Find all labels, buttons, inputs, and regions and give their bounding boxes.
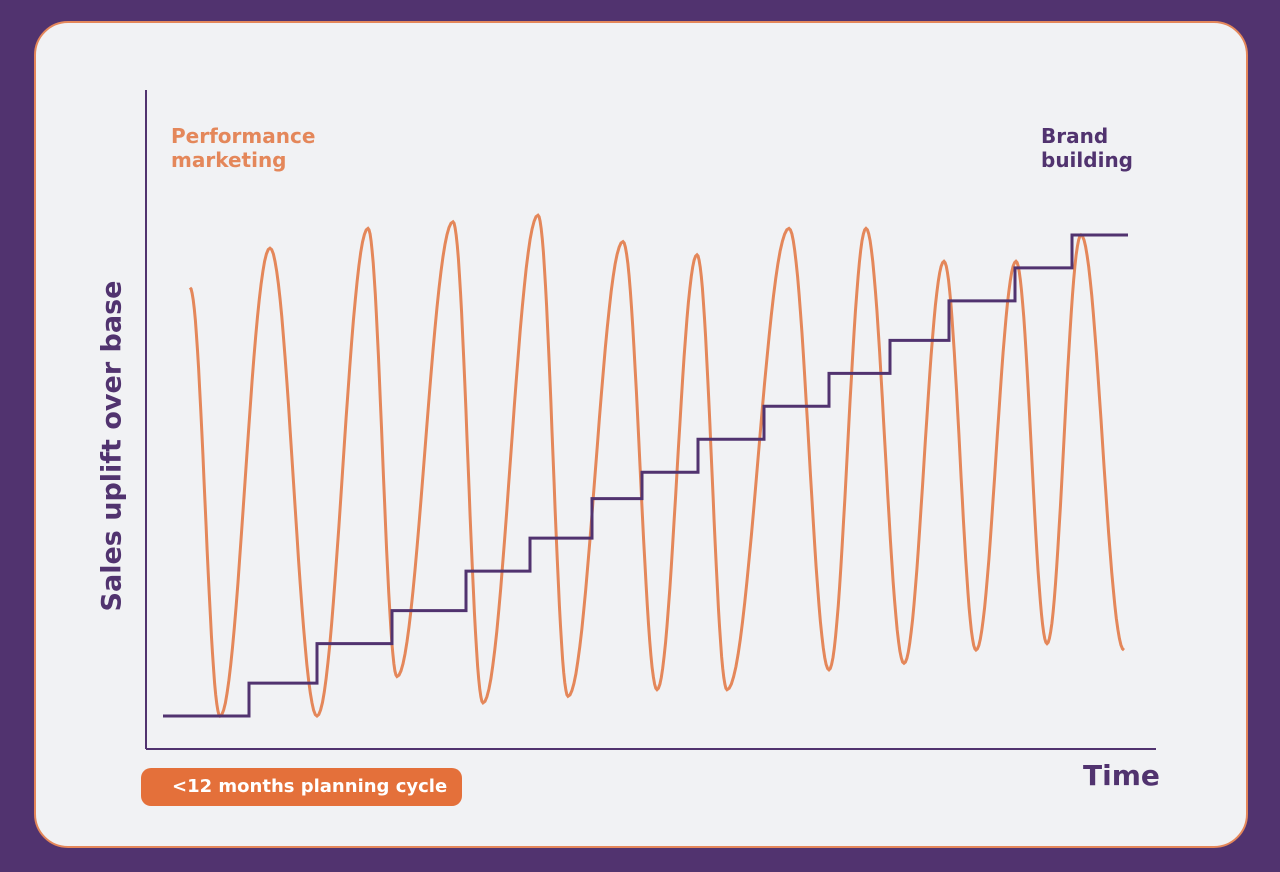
- brand-building-step-line: [163, 233, 1128, 718]
- performance-marketing-line: [188, 213, 1125, 719]
- y-axis-label: Sales uplift over base: [96, 280, 128, 612]
- x-axis-label: Time: [1083, 759, 1160, 792]
- chart-panel: [34, 21, 1248, 848]
- brand-building-label: Brand building: [1041, 124, 1133, 172]
- planning-cycle-badge: <12 months planning cycle: [141, 768, 462, 806]
- performance-marketing-label: Performance marketing: [171, 124, 316, 172]
